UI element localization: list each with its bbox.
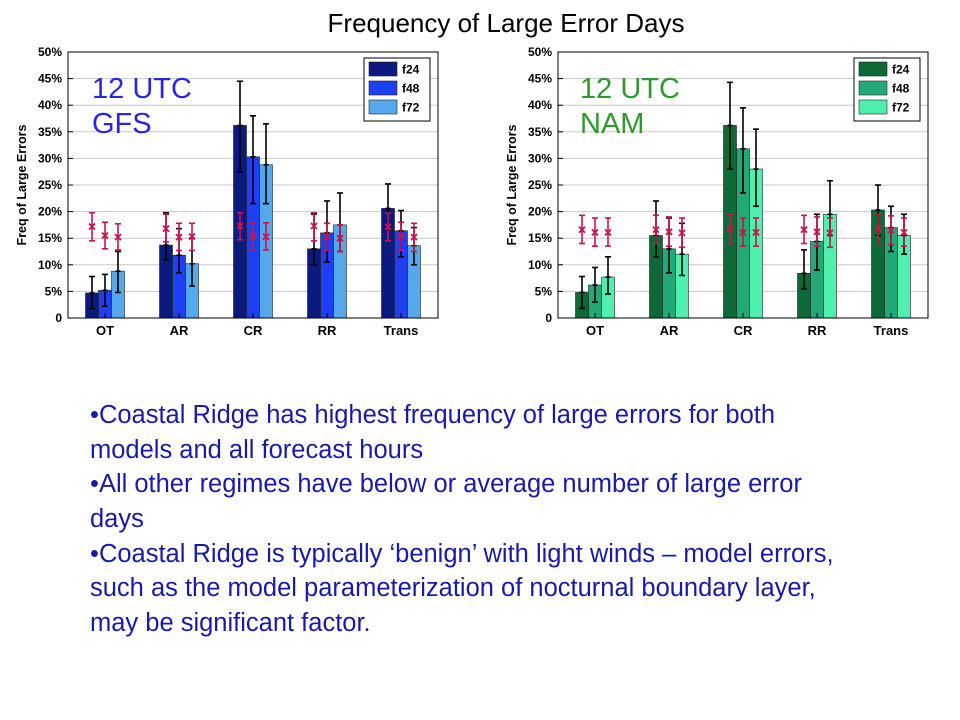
bullet-item: •All other regimes have below or average… (90, 467, 835, 536)
climatology-marker (752, 228, 760, 236)
climatology-marker (397, 232, 405, 240)
legend-swatch (368, 80, 398, 96)
y-tick-label: 45% (38, 72, 62, 86)
climatology-marker (410, 233, 418, 241)
x-tick-label: OT (96, 323, 114, 338)
climatology-marker (114, 233, 122, 241)
y-tick-label: 50% (528, 45, 552, 59)
y-axis-label: Freq of Large Errors (15, 125, 29, 246)
x-tick-label: Trans (384, 323, 419, 338)
legend-swatch (858, 99, 888, 115)
climatology-marker (249, 232, 257, 240)
y-tick-label: 25% (528, 178, 552, 192)
legend-label: f72 (892, 101, 910, 115)
climatology-marker (236, 222, 244, 230)
bullet-list: •Coastal Ridge has highest frequency of … (90, 398, 835, 641)
legend-swatch (368, 61, 398, 77)
climatology-marker (800, 226, 808, 234)
legend-swatch (368, 99, 398, 115)
x-tick-label: CR (244, 323, 263, 338)
y-tick-label: 25% (38, 178, 62, 192)
legend-swatch (858, 61, 888, 77)
climatology-marker (813, 228, 821, 236)
nam-chart: 0 5% 10% 15% 20% 25% 30% 35% 40% 45% 50% Freq of La… (505, 45, 929, 338)
climatology-marker (739, 228, 747, 236)
y-tick-label: 5% (535, 284, 553, 298)
x-tick-label: RR (318, 323, 337, 338)
y-tick-label: 35% (38, 125, 62, 139)
legend-label: f48 (892, 82, 910, 96)
bullet-item: •Coastal Ridge is typically ‘benign’ wit… (90, 537, 835, 641)
x-tick-label: AR (660, 323, 679, 338)
legend-label: f48 (402, 82, 420, 96)
climatology-marker (384, 223, 392, 231)
x-tick-label: CR (734, 323, 753, 338)
y-tick-label: 40% (528, 98, 552, 112)
y-tick-label: 30% (528, 151, 552, 165)
climatology-marker (310, 222, 318, 230)
y-tick-label: 30% (38, 151, 62, 165)
gfs-panel-label: 12 UTC GFS (92, 73, 192, 140)
y-tick-label: 5% (45, 284, 63, 298)
legend-label: f72 (402, 101, 420, 115)
climatology-marker (88, 222, 96, 231)
x-tick-label: RR (808, 323, 827, 338)
climatology-marker (726, 225, 734, 233)
y-tick-label: 15% (38, 231, 62, 245)
y-tick-label: 45% (528, 72, 552, 86)
y-tick-label: 10% (38, 258, 62, 272)
gfs-chart: 0 5% 10% 15% 20% 25% 30% 35% 40% 45% 50% Freq of La… (15, 45, 439, 338)
plot-frame (557, 51, 929, 319)
climatology-marker (336, 234, 344, 242)
climatology-marker (665, 228, 673, 236)
climatology-marker (604, 228, 612, 236)
y-tick-label: 40% (38, 98, 62, 112)
climatology-marker (900, 228, 908, 236)
x-tick-label: AR (170, 323, 189, 338)
legend-label: f24 (892, 63, 910, 77)
y-tick-label: 50% (38, 45, 62, 59)
climatology-marker (826, 229, 834, 237)
climatology-marker (578, 226, 586, 234)
climatology-marker (323, 232, 331, 241)
x-tick-label: OT (586, 323, 604, 338)
bullet-marker: • (90, 401, 99, 429)
climatology-marker (262, 232, 270, 241)
climatology-marker (101, 231, 109, 240)
climatology-marker (162, 224, 170, 233)
bullet-text: All other regimes have below or average … (90, 470, 802, 534)
plot-frame (67, 51, 439, 319)
legend-swatch (858, 80, 888, 96)
climatology-marker (874, 224, 882, 233)
bullet-marker: • (90, 539, 99, 568)
y-tick-label: 15% (528, 231, 552, 245)
bullet-text: Coastal Ridge is typically ‘benign’ with… (90, 539, 834, 638)
climatology-marker (652, 226, 660, 234)
x-tick-label: Trans (874, 323, 909, 338)
y-tick-label: 0 (545, 311, 552, 325)
nam-panel-label: 12 UTC NAM (580, 73, 680, 140)
y-tick-label: 20% (528, 205, 552, 219)
climatology-marker (175, 233, 183, 241)
climatology-marker (678, 229, 686, 237)
y-tick-label: 10% (528, 258, 552, 272)
climatology-marker (591, 228, 599, 236)
y-axis-label: Freq of Large Errors (505, 125, 519, 246)
legend-label: f24 (402, 63, 420, 77)
climatology-marker (887, 226, 895, 234)
climatology-marker (188, 232, 196, 241)
y-tick-label: 0 (55, 311, 62, 325)
slide-title: Frequency of Large Error Days (327, 8, 685, 38)
y-tick-label: 35% (528, 125, 552, 139)
bullet-item: •Coastal Ridge has highest frequency of … (90, 398, 835, 467)
bullet-marker: • (90, 470, 99, 499)
bullet-text: Coastal Ridge has highest frequency of l… (90, 401, 776, 464)
y-tick-label: 20% (38, 205, 62, 219)
